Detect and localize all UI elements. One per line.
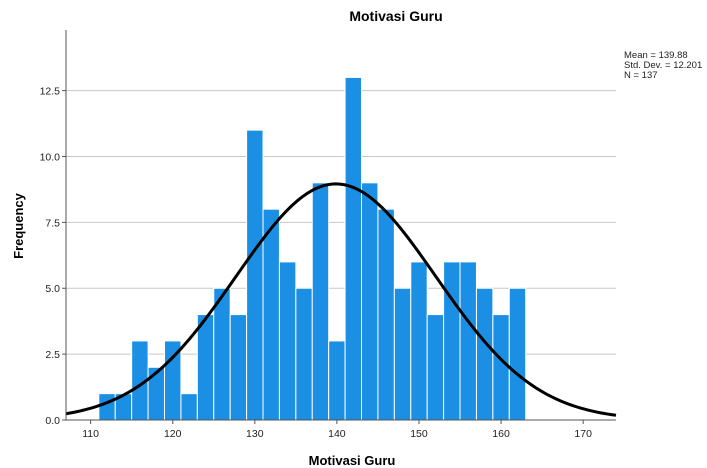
histogram-bar — [393, 287, 412, 421]
normal-curve — [65, 182, 617, 417]
stats-line: Mean = 139.88 — [624, 50, 688, 61]
x-tick-label: 150 — [410, 428, 428, 440]
histogram-bar — [361, 182, 379, 421]
y-tick-label: 5.0 — [45, 283, 60, 295]
x-axis-label: Motivasi Guru — [309, 453, 396, 468]
y-tick-labels: 0.0 2.5 5.0 7.5 10.0 12.5 — [40, 86, 66, 427]
y-axis-label: Frequency — [11, 192, 26, 259]
histogram-bar — [147, 366, 166, 421]
y-tick-label: 2.5 — [45, 349, 60, 361]
x-tick-label: 120 — [164, 428, 182, 440]
stats-line: N = 137 — [624, 70, 658, 81]
histogram-bar — [278, 261, 297, 421]
histogram-bar — [459, 261, 477, 421]
y-tick-label: 10.0 — [40, 151, 61, 163]
histogram-bar — [213, 287, 231, 421]
histogram-bar — [475, 287, 494, 421]
histogram-bar — [492, 314, 510, 421]
histogram-bar — [311, 182, 330, 421]
histogram-bar — [377, 208, 395, 421]
histogram-bar — [98, 393, 116, 421]
histogram-bar — [262, 208, 280, 421]
x-tick-label: 170 — [574, 428, 592, 440]
histogram-bar — [426, 314, 445, 421]
y-tick-label: 12.5 — [40, 86, 61, 98]
stats-line: Std. Dev. = 12.201 — [624, 60, 702, 71]
y-tick-label: 0.0 — [45, 415, 60, 427]
histogram-bar — [508, 287, 527, 421]
histogram-bar — [328, 340, 346, 421]
chart-title: Motivasi Guru — [349, 8, 442, 24]
x-tick-label: 110 — [82, 428, 99, 440]
histogram-bar — [295, 287, 313, 421]
x-tick-label: 160 — [492, 428, 510, 440]
histogram-bar — [180, 393, 198, 421]
gridlines — [66, 90, 616, 355]
histogram-bar — [229, 314, 248, 421]
histogram-bar — [344, 76, 363, 421]
y-tick-label: 7.5 — [45, 217, 60, 229]
histogram-bars — [98, 76, 527, 421]
histogram-bar — [443, 261, 461, 421]
x-tick-label: 140 — [328, 428, 346, 440]
axes — [65, 30, 616, 421]
histogram-bar — [410, 261, 428, 421]
histogram-bar — [246, 129, 264, 421]
x-tick-labels: 110 120 130 140 150 160 170 — [82, 420, 592, 440]
x-tick-label: 130 — [246, 428, 264, 440]
histogram-bar — [196, 314, 215, 421]
